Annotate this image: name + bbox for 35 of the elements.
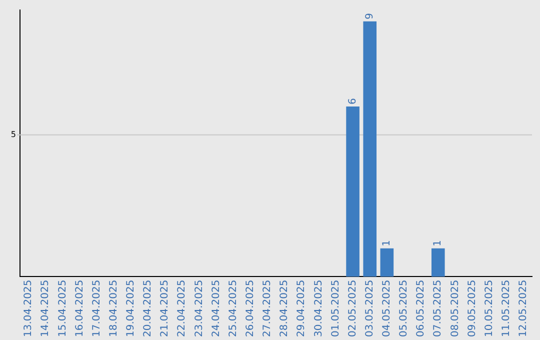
x-tick-label: 18.04.2025: [108, 280, 120, 338]
x-tick-label: 10.05.2025: [484, 280, 495, 338]
x-tick-label: 13.04.2025: [23, 280, 34, 338]
x-tick-label: 26.04.2025: [244, 280, 256, 338]
x-tick-label: 09.05.2025: [466, 280, 478, 338]
x-tick-label: 25.04.2025: [228, 280, 239, 338]
x-tick-label: 07.05.2025: [432, 280, 444, 338]
x-tick-label: 12.05.2025: [518, 280, 530, 338]
data-label: 1: [382, 240, 393, 246]
x-tick-label: 20.04.2025: [142, 280, 154, 338]
x-tick-label: 29.04.2025: [296, 280, 308, 338]
x-tick-label: 06.05.2025: [416, 280, 427, 338]
x-tick-label: 11.05.2025: [500, 280, 512, 338]
x-tick-label: 30.04.2025: [313, 280, 324, 338]
x-tick-label: 16.04.2025: [74, 280, 86, 338]
x-tick-label: 24.04.2025: [210, 280, 222, 338]
x-tick-label: 28.04.2025: [279, 280, 290, 338]
x-tick-label: 15.04.2025: [57, 280, 68, 338]
x-tick-label: 03.05.2025: [364, 280, 376, 338]
data-label: 9: [364, 12, 376, 20]
x-tick-label: 01.05.2025: [330, 280, 342, 338]
ref-line-label: 5: [10, 130, 16, 139]
x-tick-label: 19.04.2025: [126, 280, 137, 338]
data-label: 6: [347, 98, 358, 104]
x-tick-label: 21.04.2025: [160, 280, 171, 338]
x-tick-label: 08.05.2025: [450, 280, 461, 338]
x-tick-label: 27.04.2025: [262, 280, 274, 338]
data-label: 1: [432, 240, 444, 246]
x-tick-label: 05.05.2025: [398, 280, 410, 338]
x-tick-label: 02.05.2025: [347, 280, 358, 338]
x-tick-label: 14.04.2025: [40, 280, 52, 338]
x-tick-label: 17.04.2025: [91, 280, 102, 338]
x-tick-label: 23.04.2025: [194, 280, 205, 338]
x-tick-label: 04.05.2025: [382, 280, 393, 338]
x-tick-label: 22.04.2025: [176, 280, 188, 338]
